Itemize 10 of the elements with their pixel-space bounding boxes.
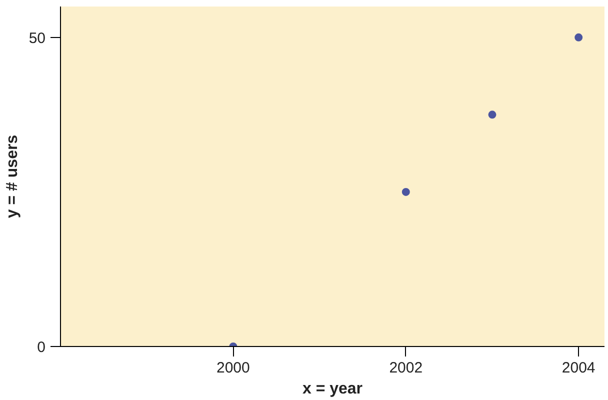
y-axis-title: y = # users: [4, 134, 21, 218]
x-tick-label: 2000: [216, 360, 250, 376]
point: [488, 110, 496, 119]
point: [574, 33, 583, 42]
x-axis-title: x = year: [302, 380, 363, 398]
y-tick-label: 0: [37, 339, 46, 356]
x-tick-label: 2002: [389, 360, 423, 376]
y-tick-label: 50: [28, 30, 46, 47]
x-tick-label: 2004: [562, 360, 596, 376]
point: [402, 188, 410, 196]
